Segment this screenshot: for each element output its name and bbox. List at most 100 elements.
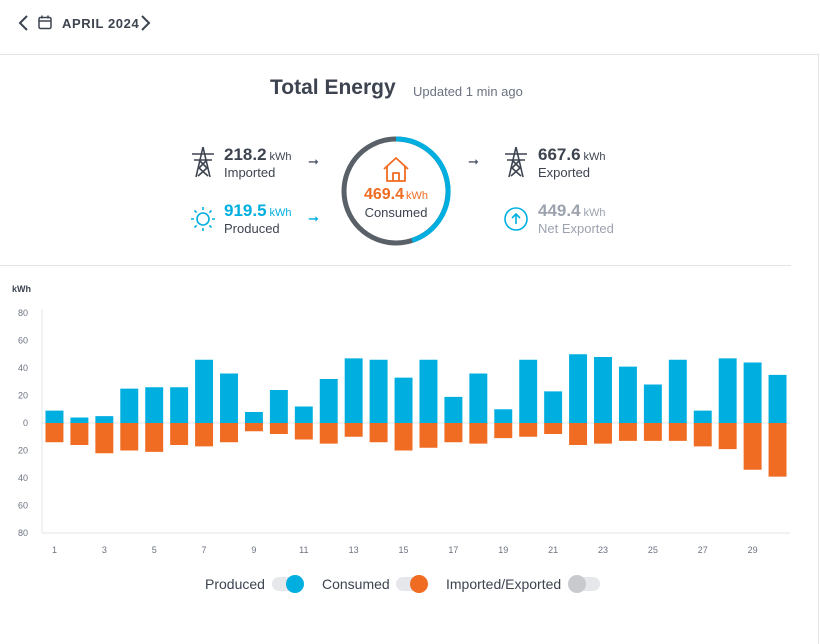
- legend-imported-exported-label: Imported/Exported: [446, 576, 562, 592]
- consumed-bar: [120, 423, 139, 451]
- y-tick-label: 60: [18, 501, 28, 511]
- legend-produced-label: Produced: [205, 576, 265, 592]
- produced-bar: [743, 362, 762, 423]
- y-tick-label: 40: [18, 363, 28, 373]
- x-tick-label: 19: [498, 545, 508, 555]
- net-exported-unit: kWh: [583, 207, 606, 219]
- divider: [0, 265, 791, 266]
- y-tick-label: 40: [18, 473, 28, 483]
- consumed-bar: [594, 423, 612, 444]
- consumed-bar: [45, 423, 64, 443]
- y-tick-label: 80: [18, 308, 28, 318]
- consumed-bar: [170, 423, 189, 445]
- x-tick-label: 21: [548, 545, 558, 555]
- exported-unit: kWh: [583, 151, 606, 163]
- consumed-bar: [519, 423, 538, 437]
- consumed-bar: [319, 423, 338, 444]
- x-tick-label: 3: [102, 545, 107, 555]
- produced-bar: [170, 387, 189, 423]
- consumed-bar: [469, 423, 488, 444]
- consumed-value: 469.4: [363, 186, 405, 203]
- x-tick-label: 17: [448, 545, 458, 555]
- consumed-stat: 469.4 kWh: [340, 186, 452, 204]
- produced-bar: [444, 396, 463, 423]
- produced-unit: kWh: [269, 207, 292, 219]
- consumed-unit: kWh: [406, 190, 429, 202]
- consumption-ring: [341, 136, 451, 246]
- consumed-bar: [145, 423, 164, 452]
- consumed-bar: [444, 423, 463, 443]
- imported-stat: 218.2 kWh Imported: [224, 145, 292, 180]
- x-tick-label: 15: [399, 545, 409, 555]
- exported-label: Exported: [538, 165, 591, 180]
- consumed-bar: [344, 423, 363, 437]
- consumed-bar: [419, 423, 438, 448]
- toggle-knob: [286, 575, 304, 593]
- x-tick-label: 29: [748, 545, 758, 555]
- toggle-knob: [568, 575, 586, 593]
- consumed-bar: [743, 423, 762, 470]
- chevron-left-icon[interactable]: [16, 14, 32, 32]
- produced-bar: [95, 416, 114, 423]
- x-tick-label: 25: [648, 545, 658, 555]
- produced-bar: [594, 357, 612, 423]
- home-icon: [383, 157, 409, 182]
- y-tick-label: 20: [18, 391, 28, 401]
- y-axis-label: kWh: [12, 284, 31, 294]
- produced-bar: [618, 366, 637, 423]
- consumed-bar: [95, 423, 114, 454]
- produced-label: Produced: [224, 221, 280, 236]
- top-navigation: APRIL 2024: [0, 0, 820, 50]
- x-tick-label: 13: [349, 545, 359, 555]
- consumed-bar: [269, 423, 288, 434]
- imported-value: 218.2: [224, 145, 267, 164]
- consumed-bar: [394, 423, 413, 451]
- toggle-knob: [410, 575, 428, 593]
- produced-bar: [718, 358, 737, 423]
- x-tick-label: 23: [598, 545, 608, 555]
- x-tick-label: 7: [202, 545, 207, 555]
- produced-bar: [768, 374, 787, 423]
- produced-bar: [643, 384, 662, 423]
- chevron-right-icon[interactable]: [137, 14, 153, 32]
- consumed-bar: [569, 423, 588, 445]
- produced-bar: [519, 359, 538, 423]
- imported-exported-toggle[interactable]: [568, 575, 600, 593]
- consumed-toggle[interactable]: [396, 575, 428, 593]
- arrow-right-icon: ➞: [468, 154, 479, 169]
- produced-bar: [369, 359, 388, 423]
- produced-bar: [269, 390, 288, 423]
- produced-bar: [693, 410, 712, 423]
- exported-stat: 667.6 kWh Exported: [538, 145, 606, 180]
- produced-bar: [469, 373, 488, 423]
- arrow-up-circle-icon: [504, 207, 528, 231]
- produced-toggle[interactable]: [272, 575, 304, 593]
- produced-bar: [569, 354, 588, 423]
- consumed-bar: [294, 423, 313, 440]
- produced-bar: [394, 377, 413, 423]
- net-exported-value: 449.4: [538, 201, 581, 220]
- produced-bar: [45, 410, 64, 423]
- consumed-bar: [544, 423, 563, 434]
- x-tick-label: 11: [299, 545, 308, 555]
- consumed-bar: [195, 423, 214, 447]
- x-tick-label: 9: [251, 545, 256, 555]
- consumed-bar: [768, 423, 787, 477]
- consumed-bar: [70, 423, 89, 445]
- x-tick-label: 1: [52, 545, 57, 555]
- produced-bar: [668, 359, 687, 423]
- y-tick-label: 60: [18, 336, 28, 346]
- arrow-right-icon: ➞: [308, 154, 319, 169]
- produced-bar: [195, 359, 214, 423]
- page-title: Total Energy: [270, 76, 396, 99]
- x-tick-label: 27: [698, 545, 708, 555]
- produced-bar: [319, 379, 338, 423]
- imported-label: Imported: [224, 165, 276, 180]
- consumed-bar: [244, 423, 263, 432]
- produced-bar: [220, 373, 238, 423]
- updated-status: Updated 1 min ago: [413, 84, 523, 99]
- consumed-bar: [668, 423, 687, 441]
- x-tick-label: 5: [152, 545, 157, 555]
- arrow-right-icon: ➞: [308, 211, 319, 226]
- produced-bar: [419, 359, 438, 423]
